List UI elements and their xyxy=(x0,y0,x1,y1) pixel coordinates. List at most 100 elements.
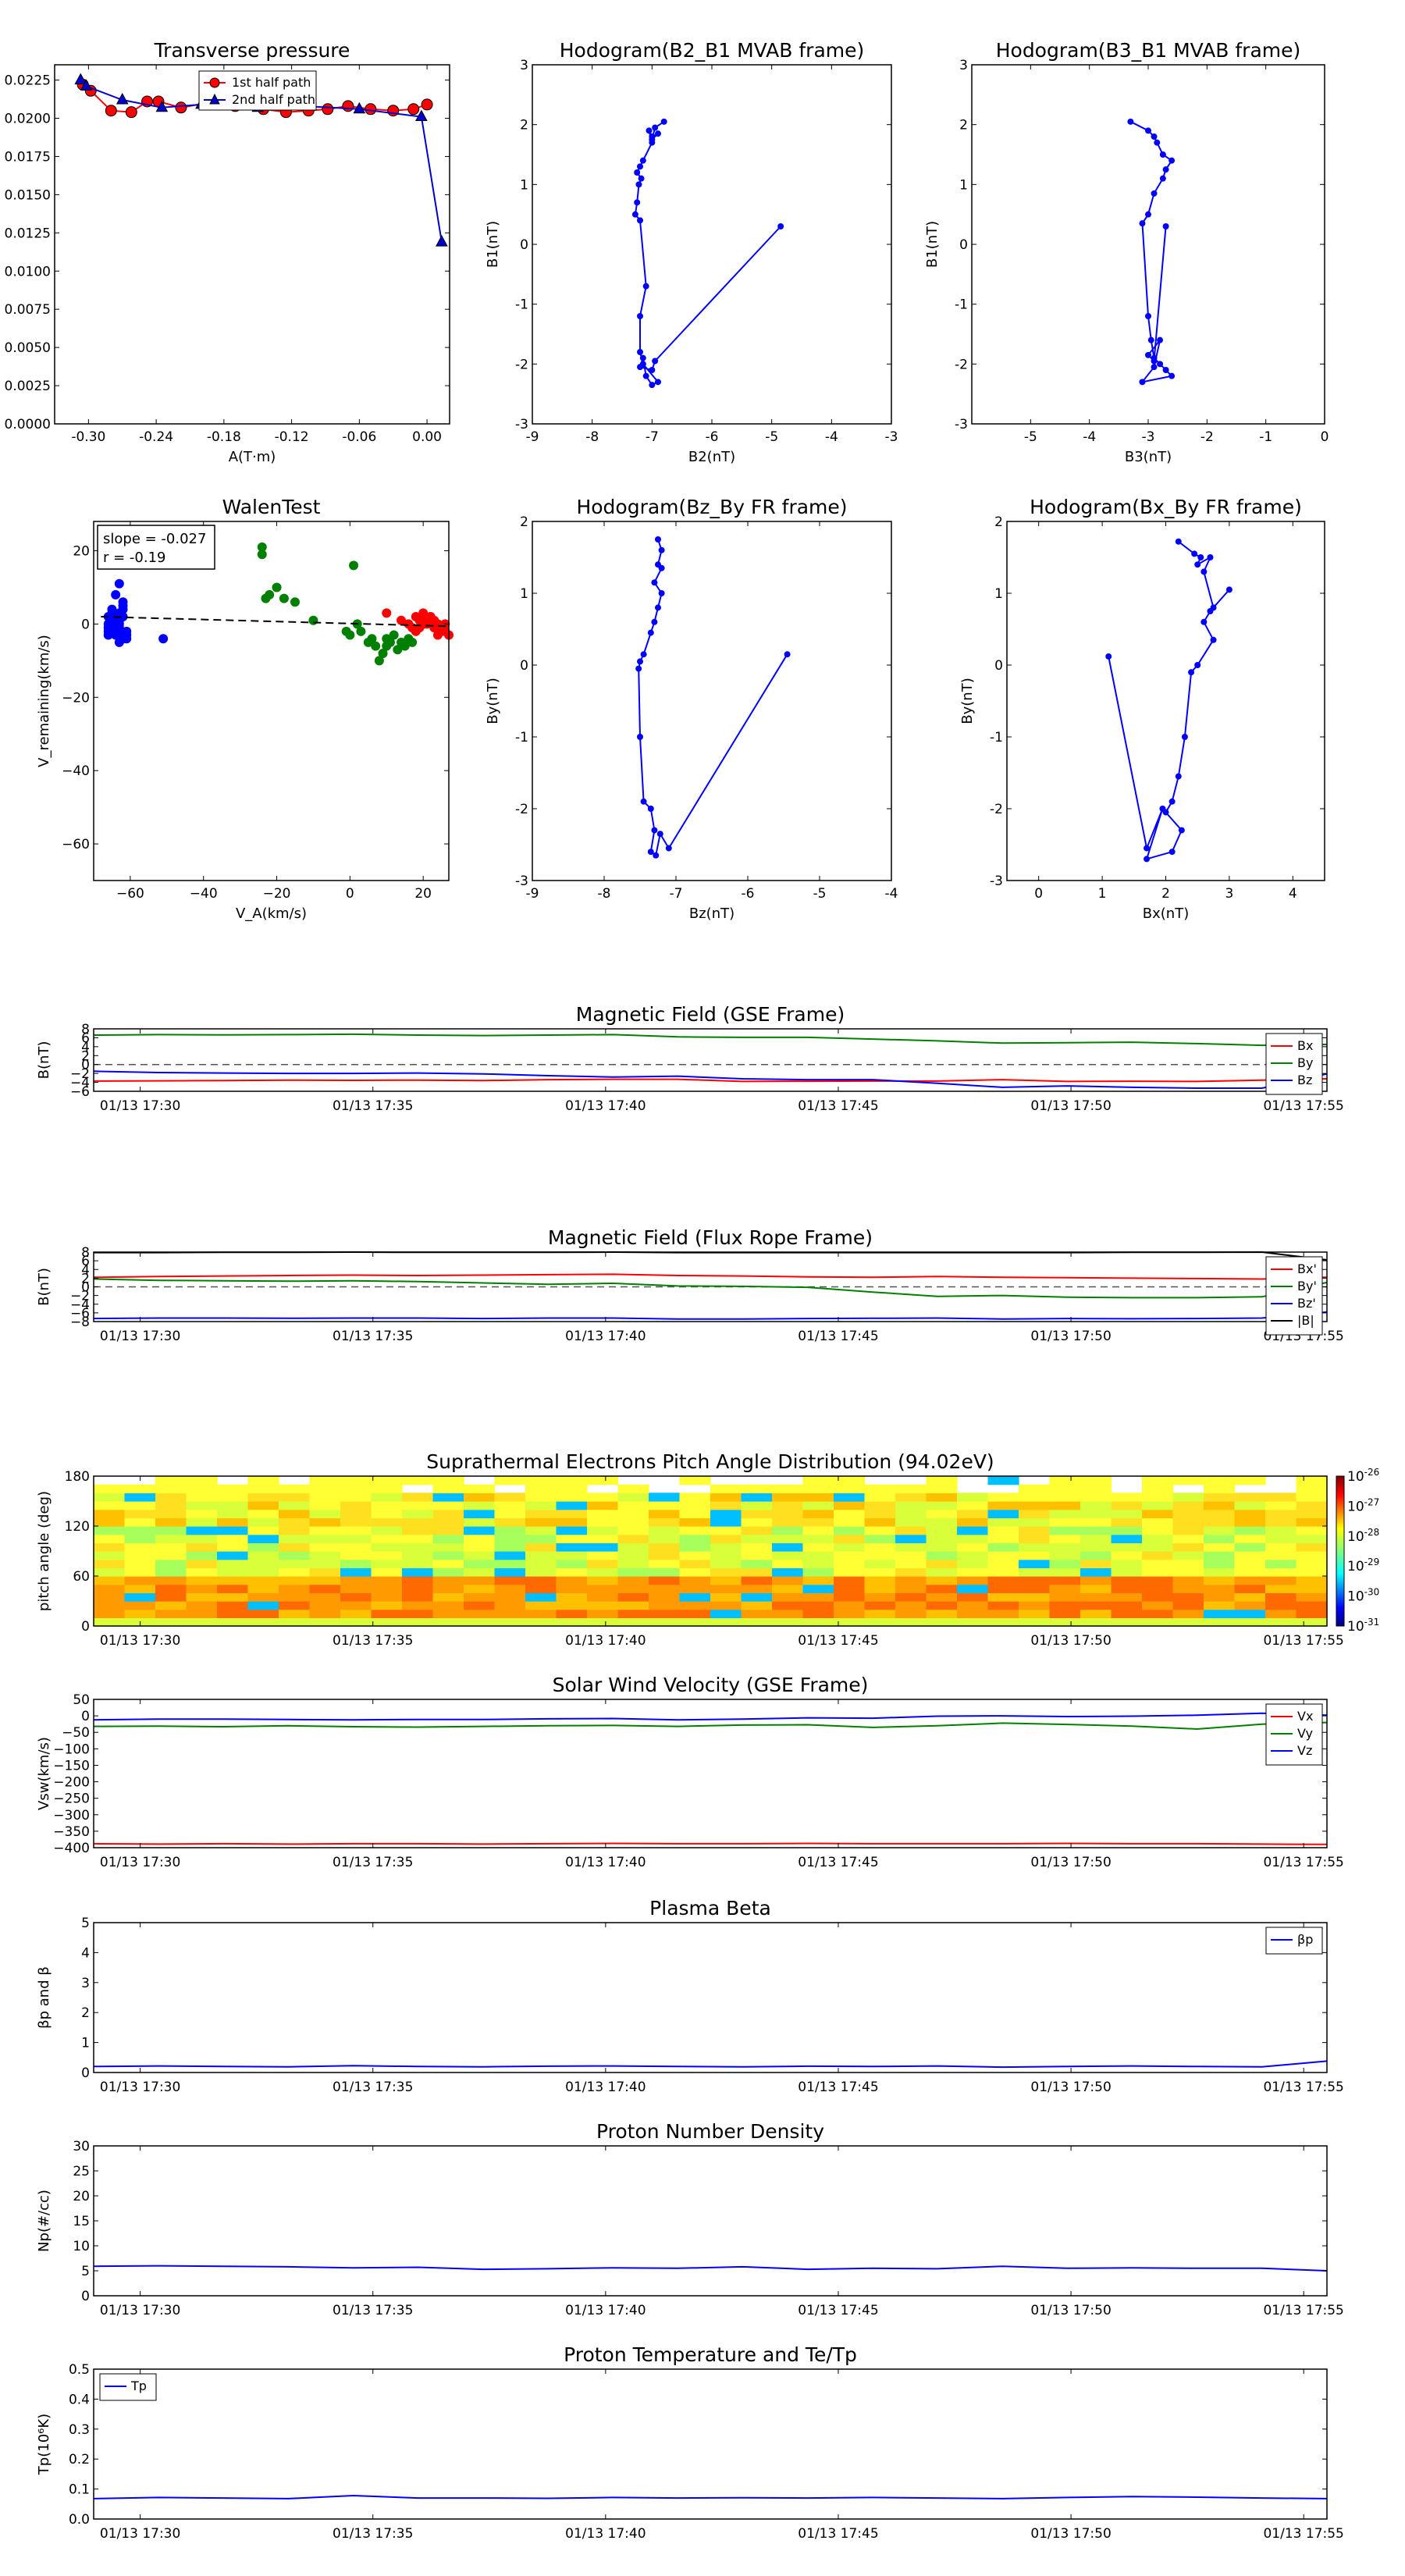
data-point xyxy=(637,658,643,665)
data-point xyxy=(1168,372,1176,379)
heatmap-cell xyxy=(525,1493,557,1502)
heatmap-cell xyxy=(957,1534,989,1543)
y-tick-label: 0.2 xyxy=(69,2452,90,2467)
heatmap-cell xyxy=(464,1534,496,1543)
data-point xyxy=(655,379,661,386)
heatmap-cell xyxy=(247,1609,279,1618)
data-point xyxy=(1151,358,1158,365)
heatmap-cell xyxy=(556,1584,588,1593)
heatmap-cell xyxy=(309,1601,341,1610)
data-point xyxy=(658,590,665,596)
time-tick-label: 01/13 17:55 xyxy=(1263,1098,1343,1114)
heatmap-cell xyxy=(1080,1509,1112,1518)
data-point xyxy=(1188,669,1195,676)
heatmap-cell xyxy=(710,1493,742,1502)
scatter-point-1 xyxy=(290,597,300,607)
heatmap-cell xyxy=(649,1517,681,1527)
x-tick-label: -4 xyxy=(885,886,898,902)
data-point xyxy=(651,827,658,834)
x-tick-label: −60 xyxy=(116,886,144,902)
heatmap-cell xyxy=(1296,1601,1328,1610)
heatmap-cell xyxy=(124,1501,156,1510)
heatmap-cell xyxy=(1080,1534,1112,1543)
heatmap-cell xyxy=(217,1567,249,1577)
legend-marker xyxy=(209,77,220,88)
heatmap-cell xyxy=(155,1534,187,1543)
heatmap-cell xyxy=(1296,1484,1328,1493)
heatmap-cell xyxy=(525,1534,557,1543)
heatmap-cell xyxy=(1204,1526,1236,1535)
x-tick-label: -3 xyxy=(885,429,898,445)
y-tick-label: -3 xyxy=(515,873,528,889)
heatmap-cell xyxy=(94,1592,126,1602)
heatmap-cell xyxy=(864,1601,896,1610)
heatmap-cell xyxy=(371,1476,403,1485)
time-tick-label: 01/13 17:45 xyxy=(798,1633,878,1649)
heatmap-cell xyxy=(494,1609,526,1618)
heatmap-cell xyxy=(1296,1576,1328,1585)
plot-frame xyxy=(93,1922,1328,2073)
heatmap-cell xyxy=(957,1501,989,1510)
data-point xyxy=(1191,550,1198,557)
y-tick-label: 2 xyxy=(520,514,528,530)
heatmap-cell xyxy=(926,1567,958,1577)
annotation-box xyxy=(97,525,215,570)
heatmap-cell xyxy=(1204,1559,1236,1568)
heatmap-cell xyxy=(587,1559,619,1568)
heatmap-cell xyxy=(525,1476,557,1485)
heatmap-cell xyxy=(587,1476,619,1485)
heatmap-cell xyxy=(155,1542,187,1552)
heatmap-cell xyxy=(340,1551,372,1560)
heatmap-cell xyxy=(1019,1509,1051,1518)
heatmap-cell xyxy=(587,1542,619,1552)
heatmap-cell xyxy=(587,1592,619,1602)
heatmap-cell xyxy=(710,1609,742,1618)
heatmap-cell xyxy=(494,1509,526,1518)
x-tick-label: -6 xyxy=(706,429,719,445)
x-tick-label: 4 xyxy=(1289,886,1297,902)
heatmap-cell xyxy=(741,1526,773,1535)
heatmap-cell xyxy=(834,1551,866,1560)
heatmap-cell xyxy=(1142,1567,1174,1577)
heatmap-cell xyxy=(340,1476,372,1485)
heatmap-cell xyxy=(864,1484,896,1493)
heatmap-cell xyxy=(155,1609,187,1618)
heatmap-cell xyxy=(802,1534,834,1543)
heatmap-cell xyxy=(1265,1567,1297,1577)
y-tick-label: −100 xyxy=(53,1742,90,1757)
heatmap-cell xyxy=(94,1559,126,1568)
heatmap-cell xyxy=(402,1592,434,1602)
panel-walen: WalenTest −60 −40 −20 0 20 −60 −40 −20 0 20 V_A(km/… xyxy=(36,496,454,922)
y-tick-label: 2 xyxy=(959,118,968,133)
data-point xyxy=(652,358,659,365)
heatmap-cell xyxy=(525,1526,557,1535)
data-point xyxy=(658,546,665,553)
x-tick-label: -0.24 xyxy=(139,429,173,445)
heatmap-cell xyxy=(556,1476,588,1485)
x-tick-label: -4 xyxy=(825,429,838,445)
heatmap-cell xyxy=(371,1542,403,1552)
x-tick-label: 2 xyxy=(1161,886,1170,902)
y-tick-label: 25 xyxy=(73,2164,90,2179)
data-point-circle xyxy=(421,98,433,111)
heatmap-cell xyxy=(679,1617,711,1627)
data-point xyxy=(642,372,649,379)
y-tick-label: −6 xyxy=(70,1084,90,1100)
heatmap-cell xyxy=(402,1476,434,1485)
x-tick-label: −40 xyxy=(190,886,218,902)
scatter-point-1 xyxy=(272,582,282,592)
heatmap-cell xyxy=(217,1517,249,1527)
data-point-triangle xyxy=(155,100,169,112)
heatmap-cell xyxy=(741,1542,773,1552)
x-tick-label: -0.30 xyxy=(71,429,105,445)
heatmap-cell xyxy=(1172,1476,1204,1485)
heatmap-cell xyxy=(217,1559,249,1568)
heatmap-cell xyxy=(1172,1576,1204,1585)
time-tick-label: 01/13 17:35 xyxy=(333,1855,413,1870)
time-tick-label: 01/13 17:55 xyxy=(1263,1855,1343,1870)
heatmap-cell xyxy=(834,1559,866,1568)
heatmap-cell xyxy=(1049,1493,1081,1502)
plot-frame xyxy=(532,521,892,881)
heatmap-cell xyxy=(309,1542,341,1552)
